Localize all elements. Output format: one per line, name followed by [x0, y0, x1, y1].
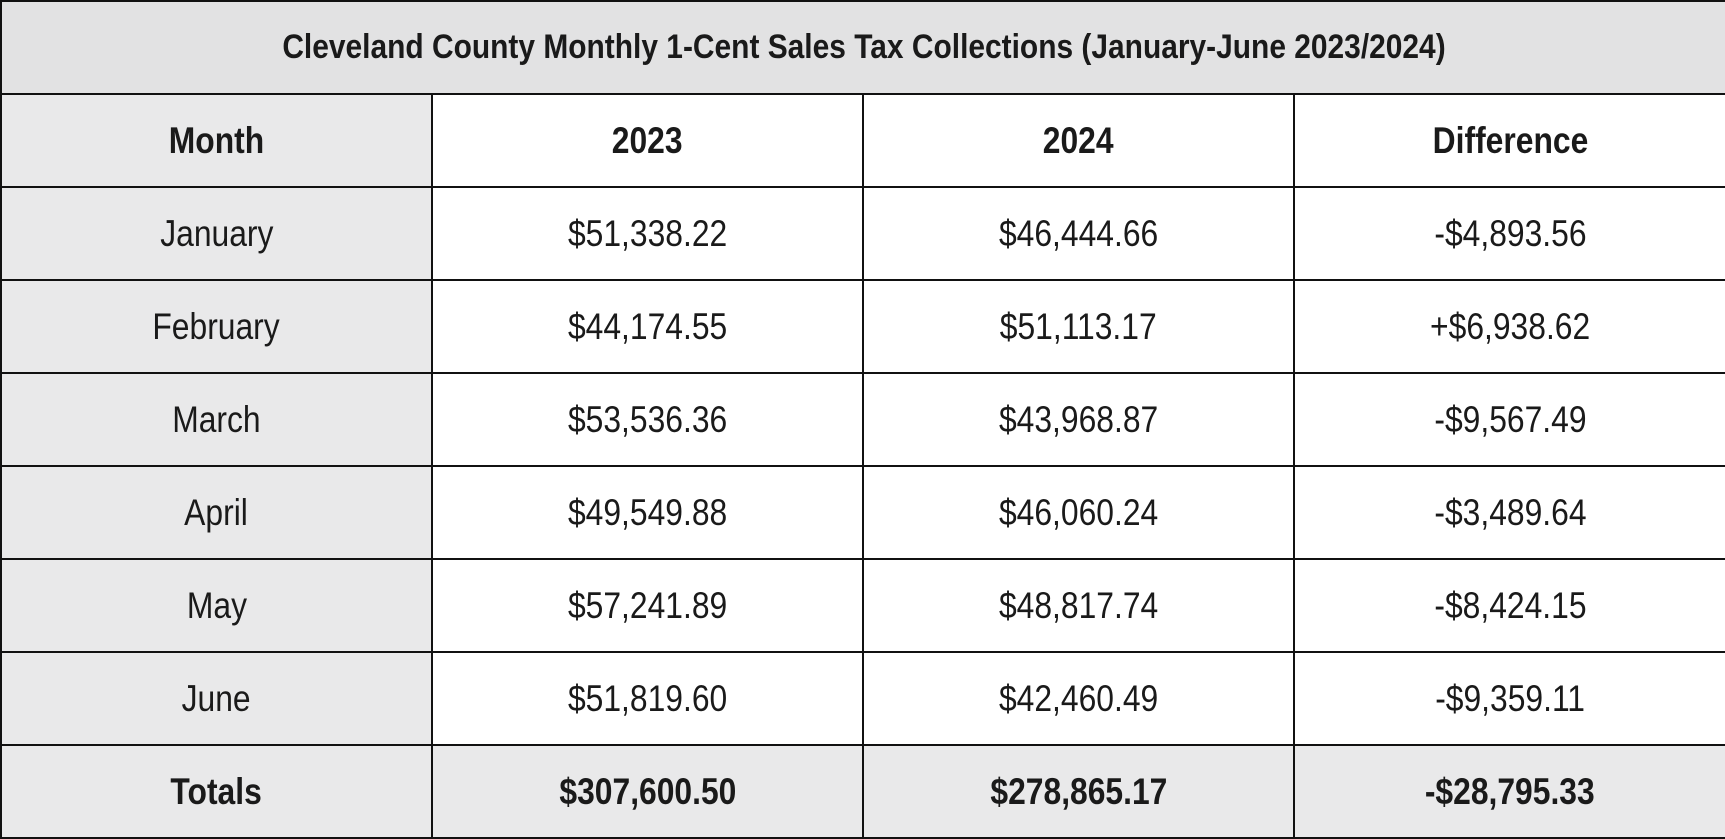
table-row: January $51,338.22 $46,444.66 -$4,893.56 [0, 186, 1725, 281]
value-2024-cell: $46,444.66 [862, 186, 1295, 281]
value-2023-cell: $57,241.89 [431, 558, 864, 653]
value-2024-cell: $43,968.87 [862, 372, 1295, 467]
total-2023: $307,600.50 [431, 744, 864, 839]
difference-cell-text: +$6,938.62 [1429, 305, 1591, 347]
value-2023-cell-text: $53,536.36 [567, 398, 728, 440]
value-2023-cell: $53,536.36 [431, 372, 864, 467]
header-2023: 2023 [431, 93, 864, 188]
value-2023-cell-text: $51,819.60 [567, 677, 728, 719]
table-title-text: Cleveland County Monthly 1-Cent Sales Ta… [281, 28, 1446, 66]
value-2024-cell-text: $46,060.24 [998, 491, 1159, 533]
value-2024-cell: $48,817.74 [862, 558, 1295, 653]
total-difference-text: -$28,795.33 [1425, 770, 1595, 812]
total-difference: -$28,795.33 [1292, 744, 1725, 839]
totals-label-text: Totals [170, 770, 263, 812]
header-2023-text: 2023 [612, 119, 683, 161]
difference-cell-text: -$3,489.64 [1433, 491, 1587, 533]
table-row: June $51,819.60 $42,460.49 -$9,359.11 [0, 651, 1725, 746]
value-2024-cell: $46,060.24 [862, 465, 1295, 560]
value-2023-cell: $51,819.60 [431, 651, 864, 746]
value-2024-cell: $51,113.17 [862, 279, 1295, 374]
month-cell: May [0, 558, 433, 653]
month-cell: January [0, 186, 433, 281]
value-2023-cell: $44,174.55 [431, 279, 864, 374]
difference-cell: -$3,489.64 [1292, 465, 1725, 560]
header-2024: 2024 [862, 93, 1295, 188]
header-month: Month [0, 93, 433, 188]
value-2023-cell-text: $51,338.22 [567, 212, 728, 254]
month-cell-text: January [159, 212, 274, 254]
table-row: March $53,536.36 $43,968.87 -$9,567.49 [0, 372, 1725, 467]
total-2024: $278,865.17 [862, 744, 1295, 839]
month-cell: February [0, 279, 433, 374]
header-month-text: Month [168, 119, 265, 161]
difference-cell-text: -$4,893.56 [1433, 212, 1587, 254]
total-2023-text: $307,600.50 [559, 770, 736, 812]
difference-cell-text: -$9,567.49 [1433, 398, 1587, 440]
table-title: Cleveland County Monthly 1-Cent Sales Ta… [0, 0, 1725, 95]
difference-cell: +$6,938.62 [1292, 279, 1725, 374]
value-2024-cell-text: $43,968.87 [998, 398, 1159, 440]
value-2023-cell-text: $57,241.89 [567, 584, 728, 626]
value-2023-cell: $49,549.88 [431, 465, 864, 560]
value-2024-cell-text: $48,817.74 [998, 584, 1159, 626]
month-cell-text: June [181, 677, 251, 719]
header-difference-text: Difference [1432, 119, 1588, 161]
difference-cell: -$9,359.11 [1292, 651, 1725, 746]
table-row: April $49,549.88 $46,060.24 -$3,489.64 [0, 465, 1725, 560]
table-row: May $57,241.89 $48,817.74 -$8,424.15 [0, 558, 1725, 653]
month-cell: March [0, 372, 433, 467]
header-difference: Difference [1292, 93, 1725, 188]
month-cell: June [0, 651, 433, 746]
month-cell-text: March [172, 398, 261, 440]
table-row: February $44,174.55 $51,113.17 +$6,938.62 [0, 279, 1725, 374]
difference-cell: -$4,893.56 [1292, 186, 1725, 281]
header-2024-text: 2024 [1043, 119, 1114, 161]
difference-cell-text: -$8,424.15 [1433, 584, 1587, 626]
value-2024-cell-text: $51,113.17 [1000, 305, 1157, 347]
value-2024-cell-text: $42,460.49 [998, 677, 1159, 719]
month-cell-text: April [184, 491, 249, 533]
difference-cell: -$9,567.49 [1292, 372, 1725, 467]
value-2024-cell-text: $46,444.66 [998, 212, 1159, 254]
difference-cell: -$8,424.15 [1292, 558, 1725, 653]
value-2023-cell-text: $44,174.55 [567, 305, 728, 347]
month-cell-text: May [186, 584, 247, 626]
total-2024-text: $278,865.17 [990, 770, 1167, 812]
totals-row: Totals $307,600.50 $278,865.17 -$28,795.33 [0, 744, 1725, 839]
header-row: Month 2023 2024 Difference [0, 93, 1725, 188]
value-2024-cell: $42,460.49 [862, 651, 1295, 746]
title-row: Cleveland County Monthly 1-Cent Sales Ta… [0, 0, 1725, 95]
value-2023-cell-text: $49,549.88 [567, 491, 728, 533]
value-2023-cell: $51,338.22 [431, 186, 864, 281]
month-cell: April [0, 465, 433, 560]
month-cell-text: February [152, 305, 281, 347]
difference-cell-text: -$9,359.11 [1435, 677, 1585, 719]
totals-label: Totals [0, 744, 433, 839]
